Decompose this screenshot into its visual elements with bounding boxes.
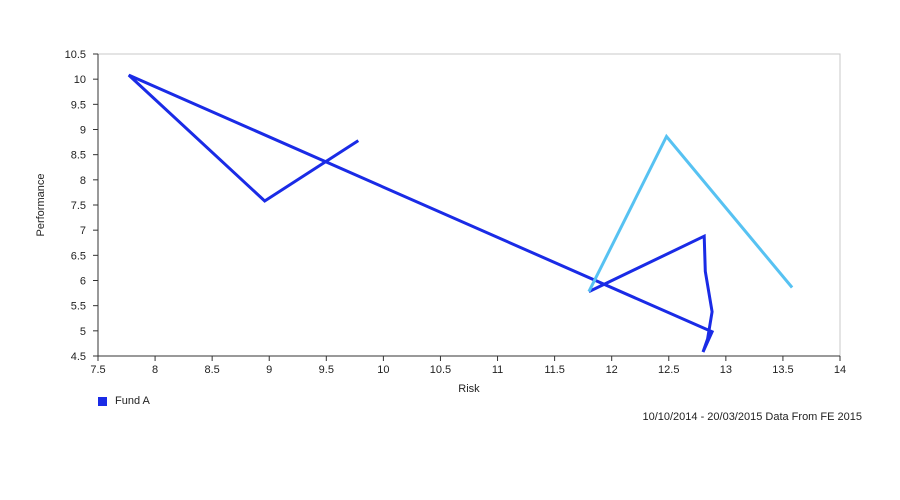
series-line-3 (587, 133, 794, 293)
y-axis: 10.5 10 9.5 9 8.5 8 7.5 7 6.5 6 5.5 5 4.5 (65, 49, 98, 363)
y-tick-label: 8 (80, 175, 86, 187)
legend-swatch-fund-a (98, 396, 107, 406)
y-tick-label: 8.5 (71, 150, 86, 162)
series-lines (127, 73, 794, 353)
y-tick-label: 6 (80, 276, 86, 288)
x-tick-label: 10.5 (430, 364, 451, 376)
series-line-1 (127, 73, 715, 353)
y-tick-label: 9 (80, 125, 86, 137)
x-tick-label: 9 (266, 364, 272, 376)
x-axis: 7.5 8 8.5 9 9.5 10 10.5 11 11.5 12 12.5 13 13.5 14 (90, 356, 846, 376)
x-tick-label: 8.5 (205, 364, 220, 376)
y-tick-label: 10.5 (65, 49, 86, 61)
legend-label-fund-a: Fund A (115, 395, 150, 407)
x-axis-title: Risk (458, 383, 480, 395)
legend: Fund A (98, 395, 150, 407)
plot-border (97, 53, 841, 357)
x-tick-label: 13.5 (772, 364, 793, 376)
x-tick-label: 9.5 (319, 364, 334, 376)
y-axis-title: Performance (35, 174, 47, 237)
x-tick-label: 12 (606, 364, 618, 376)
y-tick-label: 6.5 (71, 250, 86, 262)
y-tick-label: 9.5 (71, 99, 86, 111)
y-tick-label: 7.5 (71, 200, 86, 212)
y-tick-label: 4.5 (71, 351, 86, 363)
y-tick-label: 7 (80, 225, 86, 237)
y-tick-label: 5.5 (71, 301, 86, 313)
x-tick-label: 8 (152, 364, 158, 376)
x-tick-label: 11 (492, 364, 503, 376)
plot-area (97, 53, 841, 357)
y-tick-label: 10 (74, 74, 86, 86)
y-tick-label: 5 (80, 326, 86, 338)
x-tick-label: 11.5 (544, 364, 565, 376)
x-tick-label: 7.5 (90, 364, 105, 376)
x-tick-label: 14 (834, 364, 846, 376)
x-tick-label: 13 (720, 364, 732, 376)
data-source-footnote: 10/10/2014 - 20/03/2015 Data From FE 201… (642, 411, 862, 423)
x-tick-label: 10 (377, 364, 389, 376)
x-tick-label: 12.5 (658, 364, 679, 376)
